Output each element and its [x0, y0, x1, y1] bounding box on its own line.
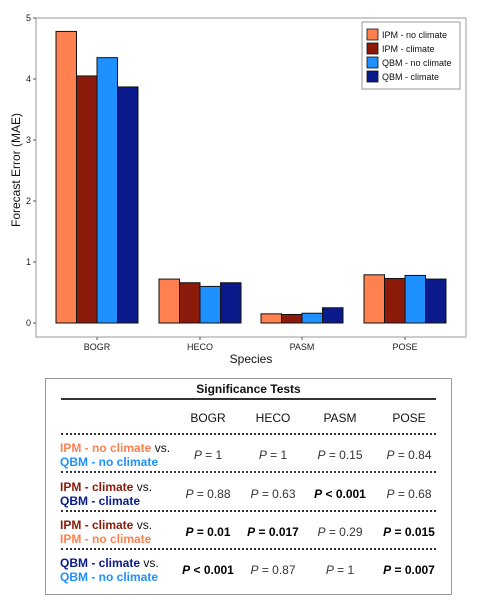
comparison-label: QBM - climate vs. QBM - no climate — [60, 556, 159, 584]
p-value-cell: P = 0.84 — [386, 448, 432, 462]
bar-pasm-ipm-no-climate — [260, 313, 282, 324]
significance-title: Significance Tests — [196, 382, 301, 396]
comparison-label: IPM - climate vs. QBM - climate — [60, 480, 152, 508]
model-a-label: IPM - climate — [60, 518, 134, 532]
legend-entry: QBM - no climate — [382, 58, 452, 68]
significance-tests-table: Significance Tests BOGR HECO PASM POSE IPM -… — [45, 378, 452, 595]
y-tick-label: 3 — [26, 135, 31, 145]
bar-heco-ipm-climate — [179, 282, 201, 324]
legend: IPM - no climate IPM - climate QBM - no cl… — [361, 21, 461, 90]
vs-text: vs. — [133, 480, 153, 494]
p-value-cell: P = 0.88 — [185, 487, 231, 501]
legend-swatch — [366, 70, 379, 83]
p-value-cell: P < 0.001 — [314, 487, 366, 501]
vs-text: vs. — [133, 518, 153, 532]
bar-pose-ipm-no-climate — [363, 274, 385, 324]
legend-swatch — [366, 42, 379, 55]
bars-group — [55, 30, 447, 324]
p-value-cell: P < 0.001 — [182, 563, 234, 577]
p-value-cell: P = 0.007 — [383, 563, 435, 577]
row-divider — [61, 471, 436, 473]
row-divider — [61, 510, 436, 512]
y-tick-label: 0 — [26, 318, 31, 328]
model-b-label: QBM - no climate — [60, 570, 159, 584]
model-b-label: QBM - climate — [60, 494, 141, 508]
model-a-label: QBM - climate — [60, 556, 141, 570]
x-tick-label: HECO — [187, 342, 213, 352]
bar-pose-qbm-no-climate — [404, 274, 426, 324]
column-header-pasm: PASM — [323, 411, 357, 425]
bar-pose-ipm-climate — [384, 277, 406, 324]
row-divider — [61, 433, 436, 435]
p-value-cell: P = 0.017 — [247, 525, 299, 539]
row-divider — [61, 548, 436, 550]
bar-bogr-qbm-no-climate — [96, 57, 118, 324]
p-value-cell: P = 1 — [325, 563, 355, 577]
column-header-bogr: BOGR — [190, 411, 226, 425]
p-value-cell: P = 0.01 — [185, 525, 231, 539]
bar-pose-qbm-climate — [425, 278, 447, 324]
p-value-cell: P = 1 — [193, 448, 223, 462]
vs-text: vs. — [140, 556, 159, 570]
vs-text: vs. — [151, 441, 171, 455]
y-tick-label: 4 — [26, 74, 31, 84]
comparison-label: IPM - climate vs. IPM - no climate — [60, 518, 152, 546]
x-tick-label: PASM — [290, 342, 315, 352]
model-a-label: IPM - climate — [60, 480, 134, 494]
bar-bogr-qbm-climate — [117, 86, 139, 324]
legend-entry: IPM - climate — [382, 44, 435, 54]
bar-heco-qbm-no-climate — [199, 285, 221, 324]
table-top-rule — [61, 398, 436, 400]
legend-swatch — [366, 56, 379, 69]
column-header-pose: POSE — [392, 411, 426, 425]
legend-entry: IPM - no climate — [382, 30, 447, 40]
model-b-label: IPM - no climate — [60, 532, 152, 546]
legend-entry: QBM - climate — [382, 72, 439, 82]
y-tick-label: 5 — [26, 13, 31, 23]
bar-heco-ipm-no-climate — [158, 278, 180, 324]
p-value-cell: P = 0.15 — [317, 448, 363, 462]
x-axis-label: Species — [230, 352, 273, 366]
p-value-cell: P = 0.63 — [250, 487, 296, 501]
comparison-label: IPM - no climate vs. QBM - no climate — [60, 441, 170, 469]
y-tick-label: 1 — [26, 257, 31, 267]
bar-chart: 0 1 2 3 4 5 BOGR HECO PASM POSE Species Forecast… — [9, 13, 467, 366]
p-value-cell: P = 0.29 — [317, 525, 363, 539]
p-value-cell: P = 1 — [258, 448, 288, 462]
model-b-label: QBM - no climate — [60, 455, 159, 469]
bar-bogr-ipm-no-climate — [55, 30, 77, 324]
p-value-cell: P = 0.68 — [386, 487, 432, 501]
legend-swatch — [366, 28, 379, 41]
column-header-heco: HECO — [255, 411, 291, 425]
p-value-cell: P = 0.015 — [383, 525, 435, 539]
y-tick-label: 2 — [26, 196, 31, 206]
x-tick-label: BOGR — [84, 342, 111, 352]
bar-bogr-ipm-climate — [76, 75, 98, 324]
model-a-label: IPM - no climate — [60, 441, 152, 455]
p-value-cell: P = 0.87 — [250, 563, 296, 577]
bar-heco-qbm-climate — [220, 282, 242, 324]
bar-pasm-ipm-climate — [281, 313, 303, 324]
bar-pasm-qbm-no-climate — [301, 312, 323, 324]
y-axis: 0 1 2 3 4 5 — [26, 13, 36, 328]
y-axis-label: Forecast Error (MAE) — [9, 113, 23, 227]
bar-pasm-qbm-climate — [322, 307, 344, 324]
x-tick-label: POSE — [392, 342, 417, 352]
x-axis: BOGR HECO PASM POSE — [84, 337, 418, 352]
